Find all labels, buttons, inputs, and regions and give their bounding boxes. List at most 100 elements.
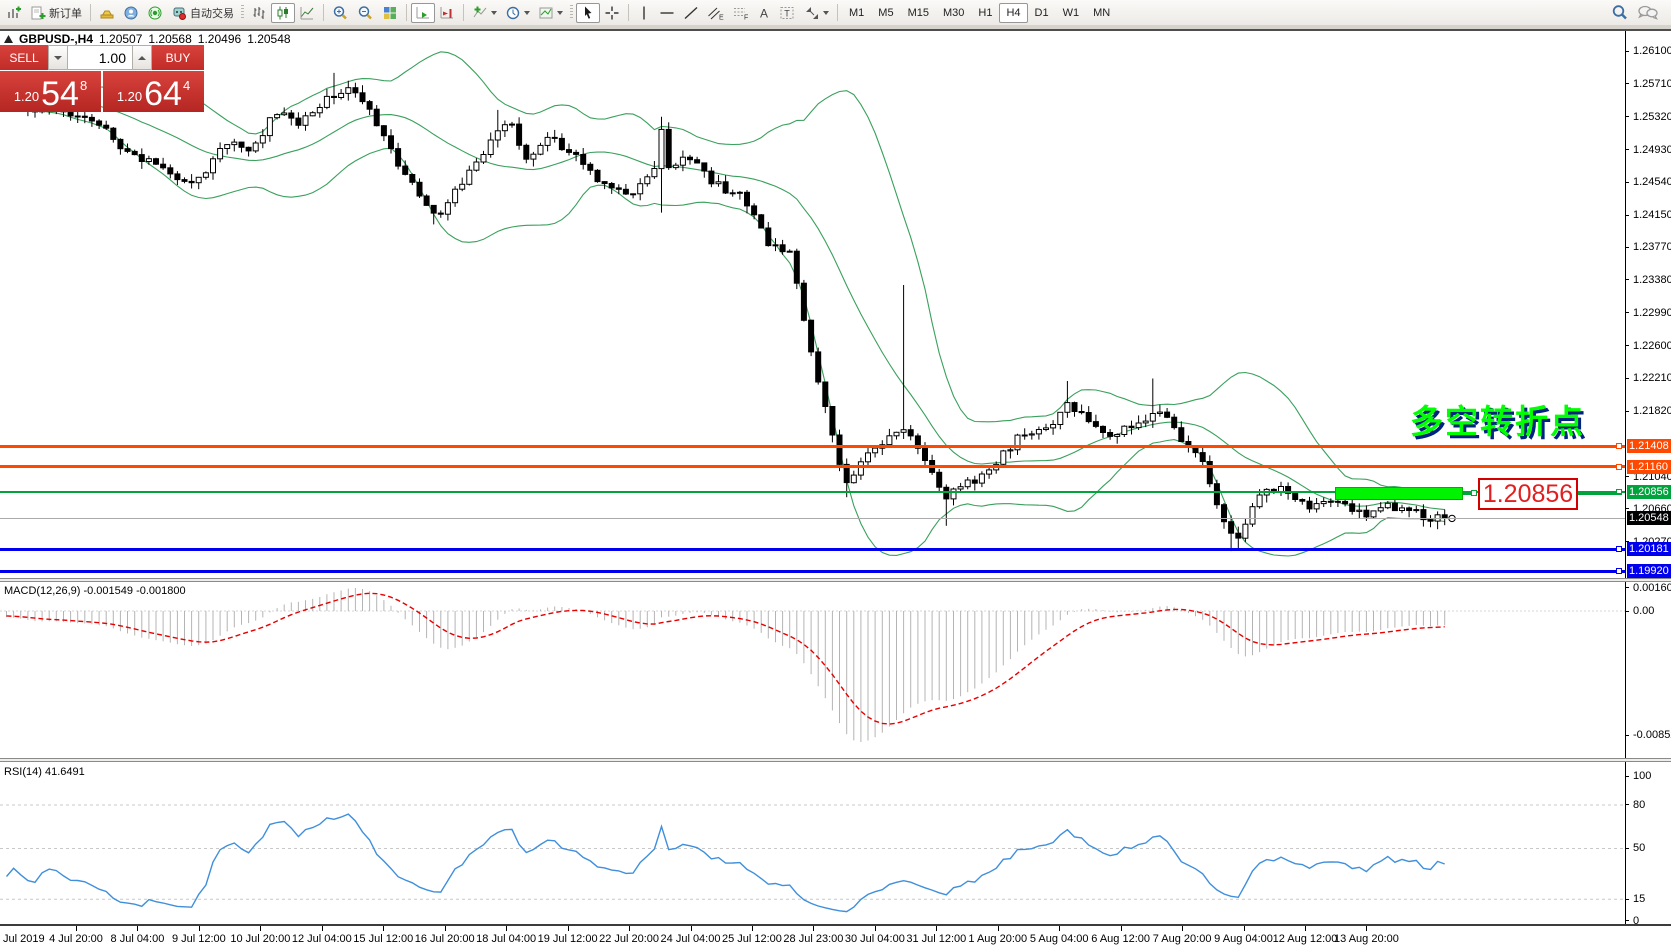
sell-price-display[interactable]: 1.20 54 8 [0,71,101,112]
fibonacci-button[interactable]: F [728,3,753,23]
chat-button[interactable] [1633,3,1663,23]
timeframe-w1[interactable]: W1 [1062,6,1080,19]
line-handle[interactable] [1616,463,1622,470]
market-button[interactable] [95,3,119,23]
price-callout-box[interactable]: 1.20856 [1478,478,1578,510]
line-handle[interactable] [1616,546,1622,553]
channel-button[interactable]: E [703,3,728,23]
macd-tick-label: -0.008522 [1633,729,1671,742]
community-button[interactable] [119,3,143,23]
price-tick-label: 1.24930 [1633,143,1671,156]
collapse-triangle-icon[interactable] [4,35,13,43]
chart-shift-button[interactable] [435,3,459,23]
line-handle[interactable] [1616,443,1622,450]
timeframe-h1[interactable]: H1 [978,6,993,19]
sell-price-pip: 8 [79,78,88,93]
trendline-button[interactable] [679,3,703,23]
periods-button[interactable] [501,3,534,23]
price-tick-mark [1625,345,1629,347]
auto-scroll-icon [416,6,429,18]
pane-divider-rsi[interactable] [0,758,1671,762]
periods-clock-icon [506,6,520,19]
price-tick-mark [1625,181,1629,183]
time-axis[interactable]: Jul 2019 4 Jul 20:00 8 Jul 04:00 9 Jul 12:0… [0,924,1671,947]
volume-input[interactable] [68,45,132,70]
vertical-line-button[interactable] [633,3,655,23]
window-border [0,25,1671,31]
crosshair-button[interactable] [600,3,624,23]
auto-scroll-button[interactable] [411,2,435,23]
time-tick-mark [874,926,876,931]
timeframe-m30[interactable]: M30 [942,6,965,19]
price-axis[interactable]: 1.26100 1.25710 1.25320 1.24930 1.24540 1.241… [1625,0,1671,947]
new-chart-button[interactable] [2,3,26,23]
new-order-button[interactable]: 新订单 [26,3,86,23]
rsi-tick-mark [1625,775,1629,777]
timeframe-m5[interactable]: M5 [878,6,894,19]
sell-button[interactable]: SELL [0,45,48,70]
rsi-tick-label: 100 [1633,770,1652,782]
horizontal-level-line[interactable] [0,465,1625,469]
candlestick-chart-button[interactable] [271,2,295,23]
timeframe-d1[interactable]: D1 [1034,6,1049,19]
line-chart-button[interactable] [295,3,319,23]
main-chart-canvas[interactable] [0,30,1625,578]
zoom-out-button[interactable] [353,3,378,23]
line-handle[interactable] [1471,490,1477,496]
arrows-button[interactable] [800,3,833,23]
toolbar-grip[interactable] [241,5,244,20]
horizontal-level-line[interactable] [0,444,1625,448]
zoom-in-button[interactable] [328,3,353,23]
horizontal-level-line[interactable] [0,491,1625,494]
bar-chart-button[interactable] [247,3,271,23]
buy-price-display[interactable]: 1.20 64 4 [103,71,204,112]
time-tick-mark [137,926,139,931]
price-tick-mark [1625,83,1629,85]
dropdown-caret [491,10,497,15]
buy-button[interactable]: BUY [152,45,204,70]
sell-price-main: 54 [41,75,79,113]
buy-price-pip: 4 [182,78,191,93]
timeframe-m1[interactable]: M1 [849,6,865,19]
zoom-in-icon [333,5,347,19]
price-tick-mark [1625,50,1629,52]
autotrading-button[interactable]: 自动交易 [167,3,238,23]
text-button[interactable]: A [753,3,775,23]
time-axis-label: 1 Aug 20:00 [968,933,1028,945]
highlight-rectangle[interactable] [1335,487,1463,500]
vertical-line-icon [643,6,645,19]
svg-text:A: A [760,6,768,20]
timeframe-m15[interactable]: M15 [907,6,929,19]
horizontal-line-button[interactable] [655,3,679,23]
timeframe-mn[interactable]: MN [1093,6,1111,19]
indicators-button[interactable] [468,3,501,23]
macd-canvas[interactable] [0,582,1625,758]
volume-decrease-button[interactable] [48,45,68,70]
price-tick-mark [1625,410,1629,412]
line-price-label: 1.19920 [1627,564,1671,579]
turning-point-annotation[interactable]: 多空转折点 [1410,403,1585,440]
time-tick-mark [751,926,753,931]
timeframe-h4[interactable]: H4 [999,2,1028,23]
time-tick-mark [444,926,446,931]
line-handle[interactable] [1616,568,1622,575]
horizontal-level-line[interactable] [0,569,1625,573]
toolbar-grip[interactable] [570,5,573,20]
search-button[interactable] [1607,3,1633,23]
toolbar-separator [323,4,324,21]
rsi-canvas[interactable] [0,762,1625,922]
macd-tick-label: 0.00 [1633,605,1655,617]
horizontal-level-line[interactable] [0,547,1625,551]
line-price-label: 1.21160 [1627,459,1671,474]
tile-windows-button[interactable] [378,3,402,23]
cursor-button[interactable] [576,2,600,23]
rsi-tick-mark [1625,920,1629,922]
text-label-button[interactable]: T [775,3,800,23]
signals-button[interactable] [143,3,167,23]
rsi-tick-label: 0 [1633,914,1640,927]
time-axis-label: 24 Jul 04:00 [660,933,721,945]
templates-button[interactable] [534,3,567,23]
pane-divider-macd[interactable] [0,578,1671,582]
volume-increase-button[interactable] [132,45,152,70]
